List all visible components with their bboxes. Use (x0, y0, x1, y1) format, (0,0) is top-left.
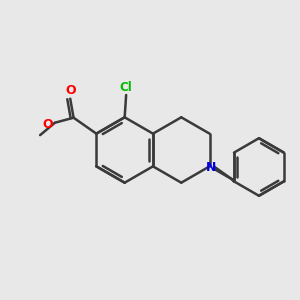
Text: N: N (206, 161, 216, 174)
Text: O: O (43, 118, 53, 131)
Text: Cl: Cl (120, 81, 133, 94)
Text: O: O (65, 84, 76, 97)
